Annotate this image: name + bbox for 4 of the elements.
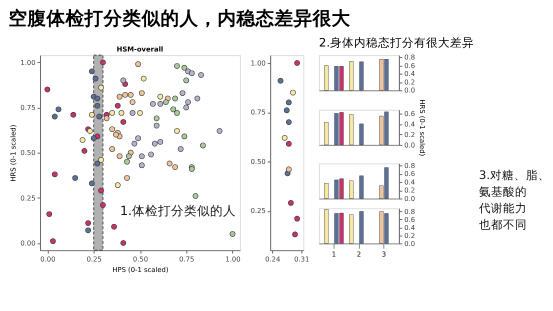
chart-title: 空腹体检打分类似的人，内稳态差异很大 — [8, 8, 352, 30]
text: 3.对糖、脂、氨基酸的代谢能力也都不同 — [478, 168, 550, 232]
annotation: 1.体检打分类似的人 — [120, 203, 236, 218]
text: 2.身体内稳态打分有很大差异 — [318, 35, 474, 50]
